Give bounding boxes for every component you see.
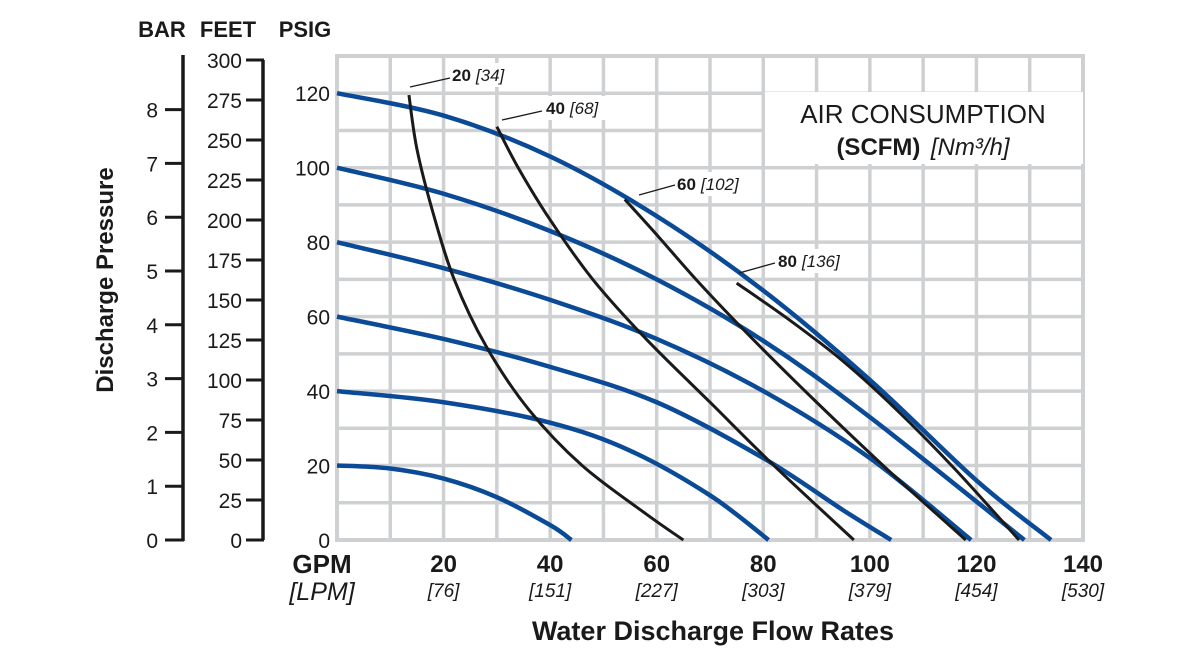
feet-tick-label: 200 — [207, 210, 242, 233]
pump-curve-60psi — [336, 314, 893, 542]
pump-curve-120psi — [336, 91, 1053, 542]
air-curve-60 — [623, 198, 967, 542]
x-tick-label: 100 — [850, 551, 890, 578]
psig-tick-label: 60 — [307, 307, 330, 330]
x-tick-secondary-label: [227] — [635, 581, 679, 602]
bar-tick-label: 8 — [146, 100, 158, 123]
x-tick-label: 60 — [643, 551, 670, 578]
air-annotations: 20 [34] 40 [68] 60 [102] 80 [136] — [409, 63, 857, 274]
bar-axis-header: BAR — [138, 17, 186, 42]
x-tick-label: 40 — [537, 551, 564, 578]
legend-title: AIR CONSUMPTION — [800, 99, 1046, 129]
x-tick-label: 140 — [1063, 551, 1103, 578]
feet-tick-label: 225 — [207, 170, 242, 193]
bar-tick-label: 5 — [146, 261, 158, 284]
x-tick-secondary-label: [379] — [848, 581, 892, 602]
air-label-nm3h: [136] — [801, 252, 841, 271]
psig-tick-label: 120 — [295, 83, 330, 106]
x-tick-label: 20 — [430, 551, 457, 578]
air-label-background — [449, 63, 524, 87]
feet-tick-label: 25 — [219, 490, 242, 513]
x-tick-secondary-label: [530] — [1061, 581, 1105, 602]
air-label-scfm: 20 — [452, 66, 471, 85]
x-tick-label: 80 — [750, 551, 777, 578]
feet-tick-label: 150 — [207, 290, 242, 313]
x-tick-secondary-label: [303] — [741, 581, 785, 602]
legend-background — [765, 92, 1083, 164]
psig-tick-label: 40 — [307, 381, 330, 404]
psig-tick-label: 100 — [295, 158, 330, 181]
pump-curve-20psi — [336, 463, 573, 542]
y-axis-title: Discharge Pressure — [92, 167, 119, 392]
bar-tick-label: 4 — [146, 315, 158, 338]
feet-tick-label: 250 — [207, 130, 242, 153]
air-curve-80 — [735, 281, 1021, 542]
bar-tick-label: 0 — [146, 530, 158, 553]
feet-axis-header: FEET — [200, 17, 257, 42]
air-curve-label: 60 [102] — [677, 175, 740, 194]
feet-tick-label: 50 — [219, 450, 242, 473]
feet-tick-label: 100 — [207, 370, 242, 393]
pump-curve-100psi — [336, 165, 1026, 542]
feet-tick-label: 125 — [207, 330, 242, 353]
feet-tick-label: 75 — [219, 410, 242, 433]
air-label-nm3h: [68] — [569, 99, 600, 118]
bar-tick-label: 3 — [146, 369, 158, 392]
air-label-leader — [409, 77, 451, 88]
x-tick-secondary-label: [454] — [954, 581, 998, 602]
bar-tick-label: 2 — [146, 422, 158, 445]
psig-tick-label: 20 — [307, 456, 330, 479]
pump-curve-40psi — [336, 388, 770, 542]
psig-axis-header: PSIG — [279, 17, 332, 42]
feet-tick-label: 175 — [207, 250, 242, 273]
air-curve-40 — [495, 126, 855, 542]
air-label-scfm: 40 — [546, 99, 565, 118]
legend-unit-bold: (SCFM) — [836, 134, 920, 161]
x-axis-title: Water Discharge Flow Rates — [532, 616, 894, 646]
x-axis: GPM [LPM] Water Discharge Flow Rates 20 [… — [288, 549, 1104, 646]
air-curve-label: 80 [136] — [778, 252, 841, 271]
x-tick-label: 120 — [956, 551, 996, 578]
bar-tick-label: 6 — [146, 207, 158, 230]
air-label-background — [775, 249, 857, 273]
air-label-scfm: 80 — [778, 252, 797, 271]
air-label-nm3h: [34] — [475, 66, 506, 85]
pump-curve-80psi — [336, 239, 973, 542]
feet-tick-label: 275 — [207, 90, 242, 113]
air-label-background — [674, 172, 756, 196]
air-label-nm3h: [102] — [700, 175, 740, 194]
psig-tick-label: 80 — [307, 232, 330, 255]
x-unit-gpm: GPM — [292, 549, 351, 579]
bar-tick-label: 1 — [146, 476, 158, 499]
bar-tick-label: 7 — [146, 153, 158, 176]
legend-unit-italic: [Nm³/h] — [930, 134, 1011, 161]
x-tick-secondary-label: [76] — [427, 581, 460, 602]
legend: AIR CONSUMPTION (SCFM) [Nm³/h] — [765, 92, 1083, 164]
air-label-leader — [501, 110, 543, 121]
curves — [336, 91, 1053, 542]
y-axes: BAR FEET PSIG Discharge Pressure 0204060… — [92, 17, 331, 553]
air-label-leader — [638, 184, 676, 196]
feet-tick-label: 300 — [207, 50, 242, 73]
air-curve-label: 40 [68] — [546, 99, 600, 118]
air-label-leader — [738, 262, 776, 274]
x-unit-lpm: [LPM] — [288, 578, 355, 606]
air-curve-20 — [407, 94, 685, 542]
feet-tick-label: 0 — [230, 530, 242, 553]
air-label-scfm: 60 — [677, 175, 696, 194]
x-tick-secondary-label: [151] — [528, 581, 572, 602]
legend-unit: (SCFM) [Nm³/h] — [836, 134, 1010, 161]
psig-tick-label: 0 — [318, 530, 330, 553]
air-curve-label: 20 [34] — [452, 66, 506, 85]
air-label-background — [543, 96, 615, 120]
